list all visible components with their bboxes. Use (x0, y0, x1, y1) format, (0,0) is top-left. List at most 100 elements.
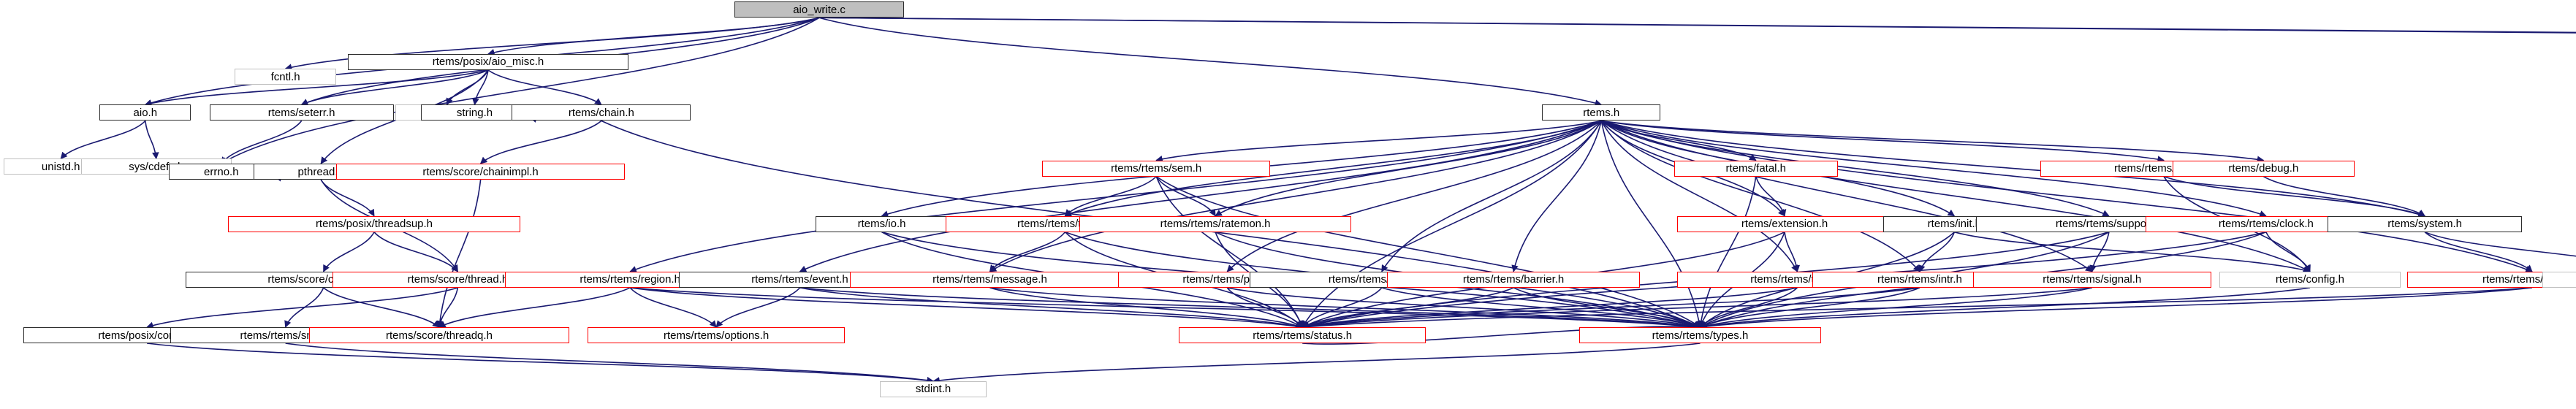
graph-edge (320, 179, 375, 217)
graph-edge (989, 120, 1602, 272)
graph-edge (1302, 287, 2532, 331)
graph-edge (989, 232, 1066, 272)
graph-edge (1601, 120, 2265, 163)
graph-node-rtems-score-chainimpl-h[interactable]: rtems/score/chainimpl.h (335, 164, 626, 180)
graph-edge (1302, 287, 1798, 330)
graph-edge (1600, 120, 2533, 273)
graph-edge (1155, 175, 1701, 328)
graph-edge (220, 17, 820, 164)
graph-edge (2262, 175, 2425, 217)
graph-edge (630, 287, 1701, 330)
graph-edge (1918, 232, 1956, 272)
graph-edge (1155, 176, 1304, 328)
graph-edge (1064, 175, 1157, 217)
graph-edge (472, 69, 489, 106)
graph-node-rtems-chain-h[interactable]: rtems/chain.h (512, 104, 691, 121)
graph-edge (1600, 120, 2311, 272)
graph-edge (221, 120, 303, 164)
graph-edge (1226, 120, 1602, 272)
graph-edge (1601, 120, 2165, 163)
graph-node-rtems-posix-threadsup-h[interactable]: rtems/posix/threadsup.h (228, 215, 520, 232)
graph-edge (799, 120, 1602, 272)
graph-node-rtems-config-h[interactable]: rtems/config.h (2219, 271, 2401, 288)
graph-edge (1698, 176, 1757, 328)
graph-node-rtems-rtems-sem-h[interactable]: rtems/rtems/sem.h (1042, 160, 1271, 177)
graph-edge (323, 287, 440, 328)
graph-edge (322, 232, 375, 272)
graph-edge (819, 17, 2576, 35)
graph-edge (1699, 287, 1920, 328)
graph-edge (1954, 231, 2311, 274)
graph-edge (1755, 176, 1787, 217)
graph-edge (436, 179, 482, 328)
graph-node-rtems-h[interactable]: rtems.h (1542, 104, 1661, 121)
graph-node-rtems-rtems-status-h[interactable]: rtems/rtems/status.h (1179, 327, 1426, 343)
graph-edge (1511, 121, 1603, 272)
graph-edge (300, 69, 489, 106)
graph-node-rtems-rtems-signal-h[interactable]: rtems/rtems/signal.h (1972, 271, 2211, 288)
graph-edge (1600, 120, 1920, 272)
graph-node-rtems-score-cpu-h[interactable]: rtems/score/cpu.h (2542, 271, 2576, 288)
graph-edge (1784, 232, 1801, 272)
graph-edge (1699, 287, 2532, 330)
graph-edge (487, 69, 602, 105)
graph-edge (989, 287, 1701, 330)
graph-node-rtems-score-threadq-h[interactable]: rtems/score/threadq.h (309, 327, 569, 343)
graph-edge (1699, 287, 2311, 330)
graph-edge (1302, 287, 2092, 330)
graph-node-rtems-rtems-barrier-h[interactable]: rtems/rtems/barrier.h (1386, 271, 1641, 288)
graph-edge (487, 17, 820, 56)
graph-edge (438, 287, 631, 328)
graph-node-string-h[interactable]: string.h (420, 104, 529, 121)
graph-edge (373, 232, 459, 272)
graph-node-rtems-extension-h[interactable]: rtems/extension.h (1677, 215, 1892, 232)
graph-edge (2163, 175, 2426, 218)
graph-node-rtems-seterr-h[interactable]: rtems/seterr.h (209, 104, 394, 121)
graph-edge (2265, 232, 2311, 272)
graph-node-aio-h[interactable]: aio.h (99, 104, 191, 121)
graph-edge (818, 17, 1603, 107)
graph-node-errno-h[interactable]: errno.h (169, 164, 274, 180)
graph-edge (799, 287, 1701, 330)
graph-edge (1155, 176, 1216, 217)
graph-edge (819, 17, 2576, 34)
graph-edge (2424, 232, 2533, 272)
graph-edge (144, 69, 489, 107)
graph-edge (146, 287, 458, 329)
graph-edge (1302, 120, 1602, 328)
graph-edge (147, 343, 935, 384)
graph-edge (932, 343, 1701, 384)
graph-node-rtems-rtems-clock-h[interactable]: rtems/rtems/clock.h (2145, 215, 2387, 232)
graph-edge (1302, 323, 1701, 345)
graph-node-rtems-rtems-options-h[interactable]: rtems/rtems/options.h (588, 327, 845, 343)
graph-edge (629, 287, 717, 328)
graph-edge (2424, 231, 2576, 257)
graph-node-rtems-posix-aio-misc-h[interactable]: rtems/posix/aio_misc.h (348, 53, 628, 70)
graph-edge (630, 287, 1304, 330)
graph-edge (479, 120, 602, 164)
graph-node-rtems-io-h[interactable]: rtems/io.h (816, 215, 948, 232)
graph-edge (285, 343, 935, 384)
graph-edge (1600, 120, 2093, 272)
graph-node-rtems-rtems-types-h[interactable]: rtems/rtems/types.h (1579, 327, 1821, 343)
graph-node-rtems-system-h[interactable]: rtems/system.h (2328, 215, 2523, 232)
graph-edge (715, 287, 801, 328)
graph-node-rtems-fatal-h[interactable]: rtems/fatal.h (1673, 160, 1838, 177)
graph-edge (799, 287, 1304, 330)
graph-edge (989, 287, 1304, 329)
graph-node-stdint-h[interactable]: stdint.h (880, 381, 987, 397)
graph-edge (1600, 121, 1703, 328)
graph-node-aio-write-c[interactable]: aio_write.c (734, 1, 904, 18)
graph-node-rtems-rtems-message-h[interactable]: rtems/rtems/message.h (849, 271, 1131, 288)
graph-node-fcntl-h[interactable]: fcntl.h (235, 69, 336, 85)
graph-edge (1601, 120, 2267, 218)
graph-edge (1155, 120, 1602, 163)
graph-node-rtems-rtems-ratemon-h[interactable]: rtems/rtems/ratemon.h (1079, 215, 1352, 232)
graph-edge (629, 120, 1602, 273)
graph-edge (1227, 287, 1701, 329)
graph-edge (60, 120, 146, 159)
graph-edge (1600, 120, 1798, 272)
graph-node-rtems-debug-h[interactable]: rtems/debug.h (2172, 160, 2355, 177)
graph-edge (1601, 120, 2426, 218)
